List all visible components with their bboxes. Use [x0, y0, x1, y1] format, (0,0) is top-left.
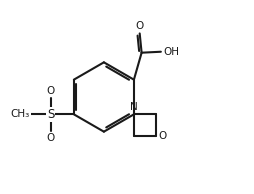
Text: O: O [47, 86, 55, 96]
Text: S: S [47, 108, 54, 121]
Text: O: O [158, 132, 167, 141]
Text: O: O [47, 133, 55, 143]
Text: O: O [136, 21, 144, 31]
Text: OH: OH [163, 47, 179, 57]
Text: CH₃: CH₃ [10, 109, 29, 119]
Text: N: N [130, 102, 137, 112]
